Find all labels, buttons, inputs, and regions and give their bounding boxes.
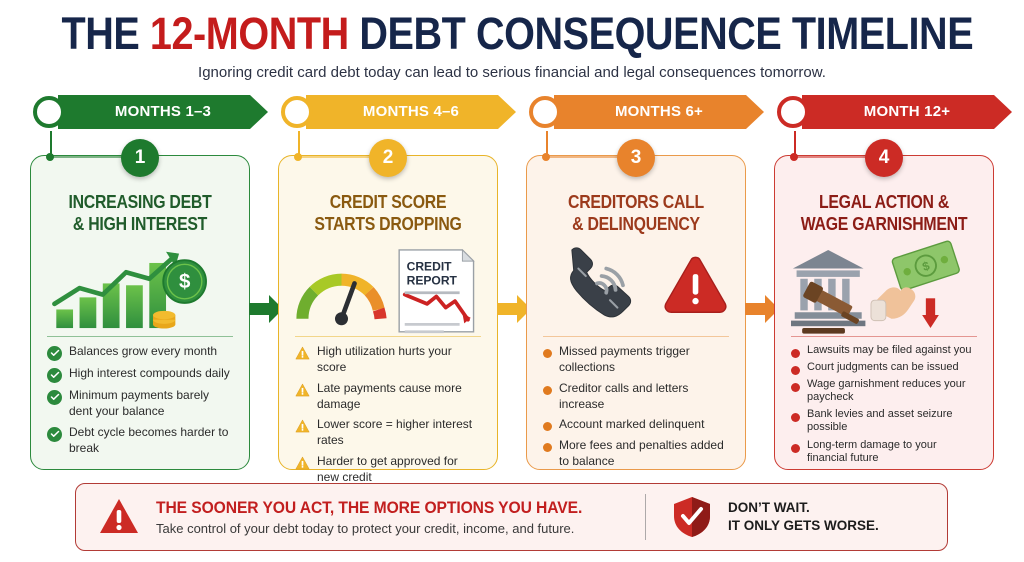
svg-text:REPORT: REPORT — [407, 273, 458, 287]
svg-text:$: $ — [179, 270, 191, 293]
svg-text:CREDIT: CREDIT — [407, 259, 453, 273]
